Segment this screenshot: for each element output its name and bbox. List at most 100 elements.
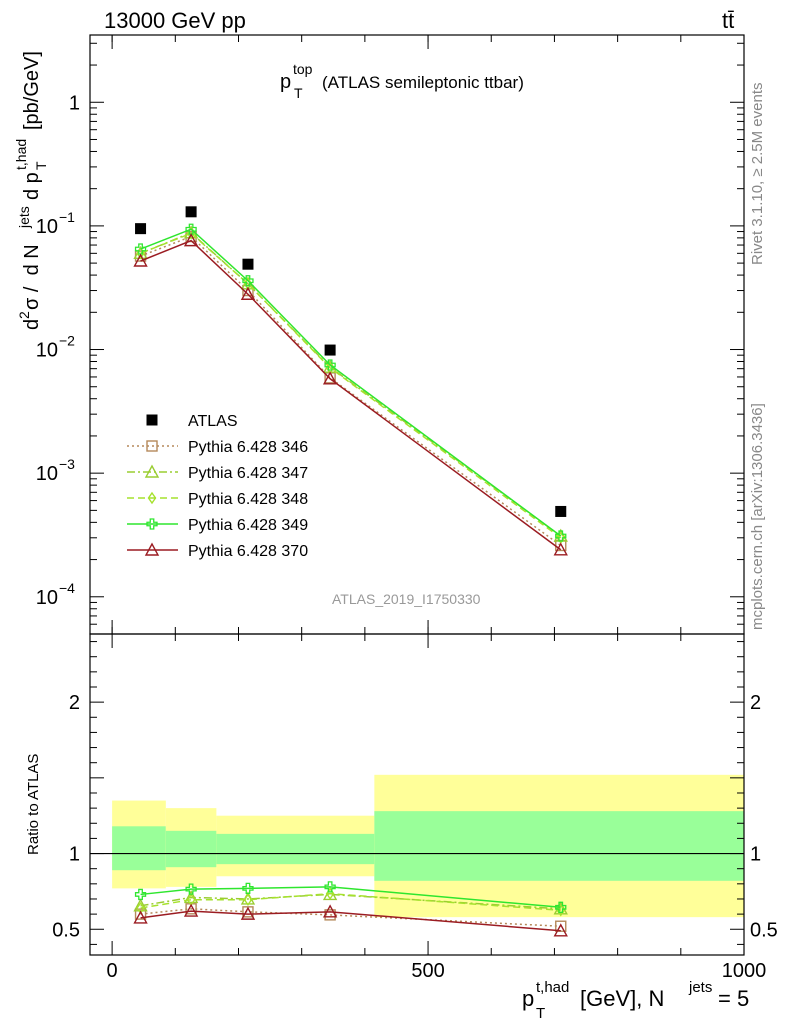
legend-label: Pythia 6.428 370 bbox=[188, 543, 308, 560]
main-y-tick-label: 10 bbox=[36, 587, 58, 609]
ratio-line bbox=[140, 910, 561, 932]
data-point bbox=[242, 275, 254, 287]
ratio-y-tick-label-right: 1 bbox=[750, 844, 761, 866]
main-y-tick-label: 1 bbox=[69, 92, 80, 114]
ratio-plot-frame bbox=[89, 633, 745, 956]
legend-entry: Pythia 6.428 348 bbox=[127, 491, 308, 508]
x-tick-label: 0 bbox=[107, 960, 118, 982]
ratio-y-tick-label: 1 bbox=[69, 844, 80, 866]
legend-entry: Pythia 6.428 346 bbox=[127, 439, 308, 456]
legend-marker bbox=[146, 414, 158, 426]
legend-marker bbox=[146, 440, 158, 452]
series-atlas bbox=[135, 206, 567, 517]
ratio-y-tick-label-right: 0.5 bbox=[750, 919, 778, 941]
legend-label: Pythia 6.428 348 bbox=[188, 491, 308, 508]
svg-text:jets: jets bbox=[688, 979, 712, 996]
data-point bbox=[242, 258, 254, 270]
data-point bbox=[553, 542, 568, 556]
legend-label: Pythia 6.428 349 bbox=[188, 517, 308, 534]
svg-text:jets: jets bbox=[16, 206, 32, 229]
ratio-point bbox=[134, 888, 147, 901]
main-title-rest: (ATLAS semileptonic ttbar) bbox=[322, 73, 524, 92]
ratio-y-tick-label: 0.5 bbox=[52, 919, 80, 941]
series-line bbox=[140, 235, 562, 547]
ratio-point bbox=[242, 882, 254, 895]
ratio-point bbox=[185, 883, 197, 895]
ratio-series-pythia-6-428-370 bbox=[133, 903, 568, 937]
ratio-point bbox=[553, 901, 568, 915]
svg-text:T: T bbox=[33, 161, 49, 170]
ratio-y-axis-label: Ratio to ATLAS bbox=[25, 754, 42, 855]
data-point bbox=[185, 223, 197, 235]
ratio-axes: 0.5 0.5 1 1 2 2 0 500 1000 bbox=[52, 633, 778, 982]
ratio-plot-series bbox=[133, 881, 568, 937]
series-line bbox=[140, 228, 562, 537]
main-y-tick-label: 10 bbox=[36, 216, 58, 238]
svg-text:T: T bbox=[536, 1005, 545, 1022]
legend-marker bbox=[144, 464, 160, 478]
process-label: tt̄ bbox=[722, 8, 734, 33]
data-point bbox=[240, 286, 256, 300]
ratio-point bbox=[555, 920, 567, 932]
ratio-point bbox=[322, 904, 338, 918]
main-y-axis-label: d 2 σ / d N jets d p t,had T [pb/GeV] bbox=[13, 51, 49, 330]
green-band bbox=[165, 830, 217, 868]
data-point bbox=[185, 206, 197, 218]
data-point bbox=[555, 530, 567, 542]
green-band bbox=[374, 811, 744, 881]
ratio-line bbox=[140, 892, 561, 912]
legend-label: Pythia 6.428 347 bbox=[188, 465, 308, 482]
ratio-series-pythia-6-428-349 bbox=[134, 881, 567, 913]
ratio-point bbox=[133, 910, 148, 924]
data-point bbox=[136, 247, 145, 260]
series-line bbox=[140, 239, 562, 551]
ratio-point bbox=[324, 881, 336, 893]
main-y-tick-label: 10 bbox=[36, 463, 58, 485]
svg-text:σ / d N: σ / d N bbox=[21, 244, 43, 310]
ratio-uncertainty-bands bbox=[90, 774, 744, 918]
x-tick-label: 1000 bbox=[722, 960, 767, 982]
svg-text:t,had: t,had bbox=[13, 139, 29, 170]
main-y-tick-exponent: −4 bbox=[59, 580, 75, 596]
series-pythia-6-428-349 bbox=[134, 223, 567, 542]
green-band bbox=[112, 826, 166, 871]
green-band bbox=[216, 833, 375, 865]
legend: ATLAS Pythia 6.428 346 Pythia 6.428 347 Pyt… bbox=[127, 413, 308, 560]
ratio-line bbox=[140, 886, 561, 909]
energy-label: 13000 GeV pp bbox=[104, 8, 246, 33]
svg-text:= 5: = 5 bbox=[718, 986, 749, 1011]
legend-entry: Pythia 6.428 370 bbox=[127, 542, 308, 560]
main-y-tick-exponent: −1 bbox=[59, 209, 75, 225]
data-point bbox=[555, 505, 567, 517]
series-pythia-6-428-370 bbox=[133, 233, 568, 556]
data-point bbox=[324, 344, 336, 356]
main-title-sup: top bbox=[293, 61, 313, 77]
svg-text:d: d bbox=[21, 319, 43, 330]
data-point bbox=[135, 223, 147, 235]
legend-entry: Pythia 6.428 347 bbox=[127, 464, 308, 482]
main-y-tick-exponent: −2 bbox=[59, 333, 75, 349]
svg-text:[GeV], N: [GeV], N bbox=[580, 986, 664, 1011]
main-title-sub: T bbox=[294, 85, 303, 101]
ratio-y-tick-label-right: 2 bbox=[750, 692, 761, 714]
x-axis-label: p T t,had [GeV], N jets = 5 bbox=[522, 979, 749, 1022]
main-plot-series bbox=[133, 206, 568, 556]
ratio-y-tick-label: 2 bbox=[69, 692, 80, 714]
data-point bbox=[322, 371, 338, 385]
ratio-point bbox=[183, 890, 199, 904]
ratio-point bbox=[553, 923, 568, 937]
data-point bbox=[324, 359, 336, 371]
main-y-axis: 10 −410 −310 −210 −11 bbox=[36, 34, 745, 635]
legend-marker bbox=[147, 491, 157, 505]
ratio-point bbox=[134, 908, 147, 920]
svg-text:t,had: t,had bbox=[536, 979, 569, 996]
series-line bbox=[140, 232, 562, 539]
svg-text:p: p bbox=[522, 986, 534, 1011]
rivet-version-label: Rivet 3.1.10, ≥ 2.5M events bbox=[749, 83, 766, 266]
main-y-tick-label: 10 bbox=[36, 340, 58, 362]
legend-label: Pythia 6.428 346 bbox=[188, 439, 308, 456]
legend-entry: ATLAS bbox=[146, 413, 238, 430]
analysis-watermark: ATLAS_2019_I1750330 bbox=[332, 591, 481, 607]
data-point bbox=[183, 233, 199, 247]
